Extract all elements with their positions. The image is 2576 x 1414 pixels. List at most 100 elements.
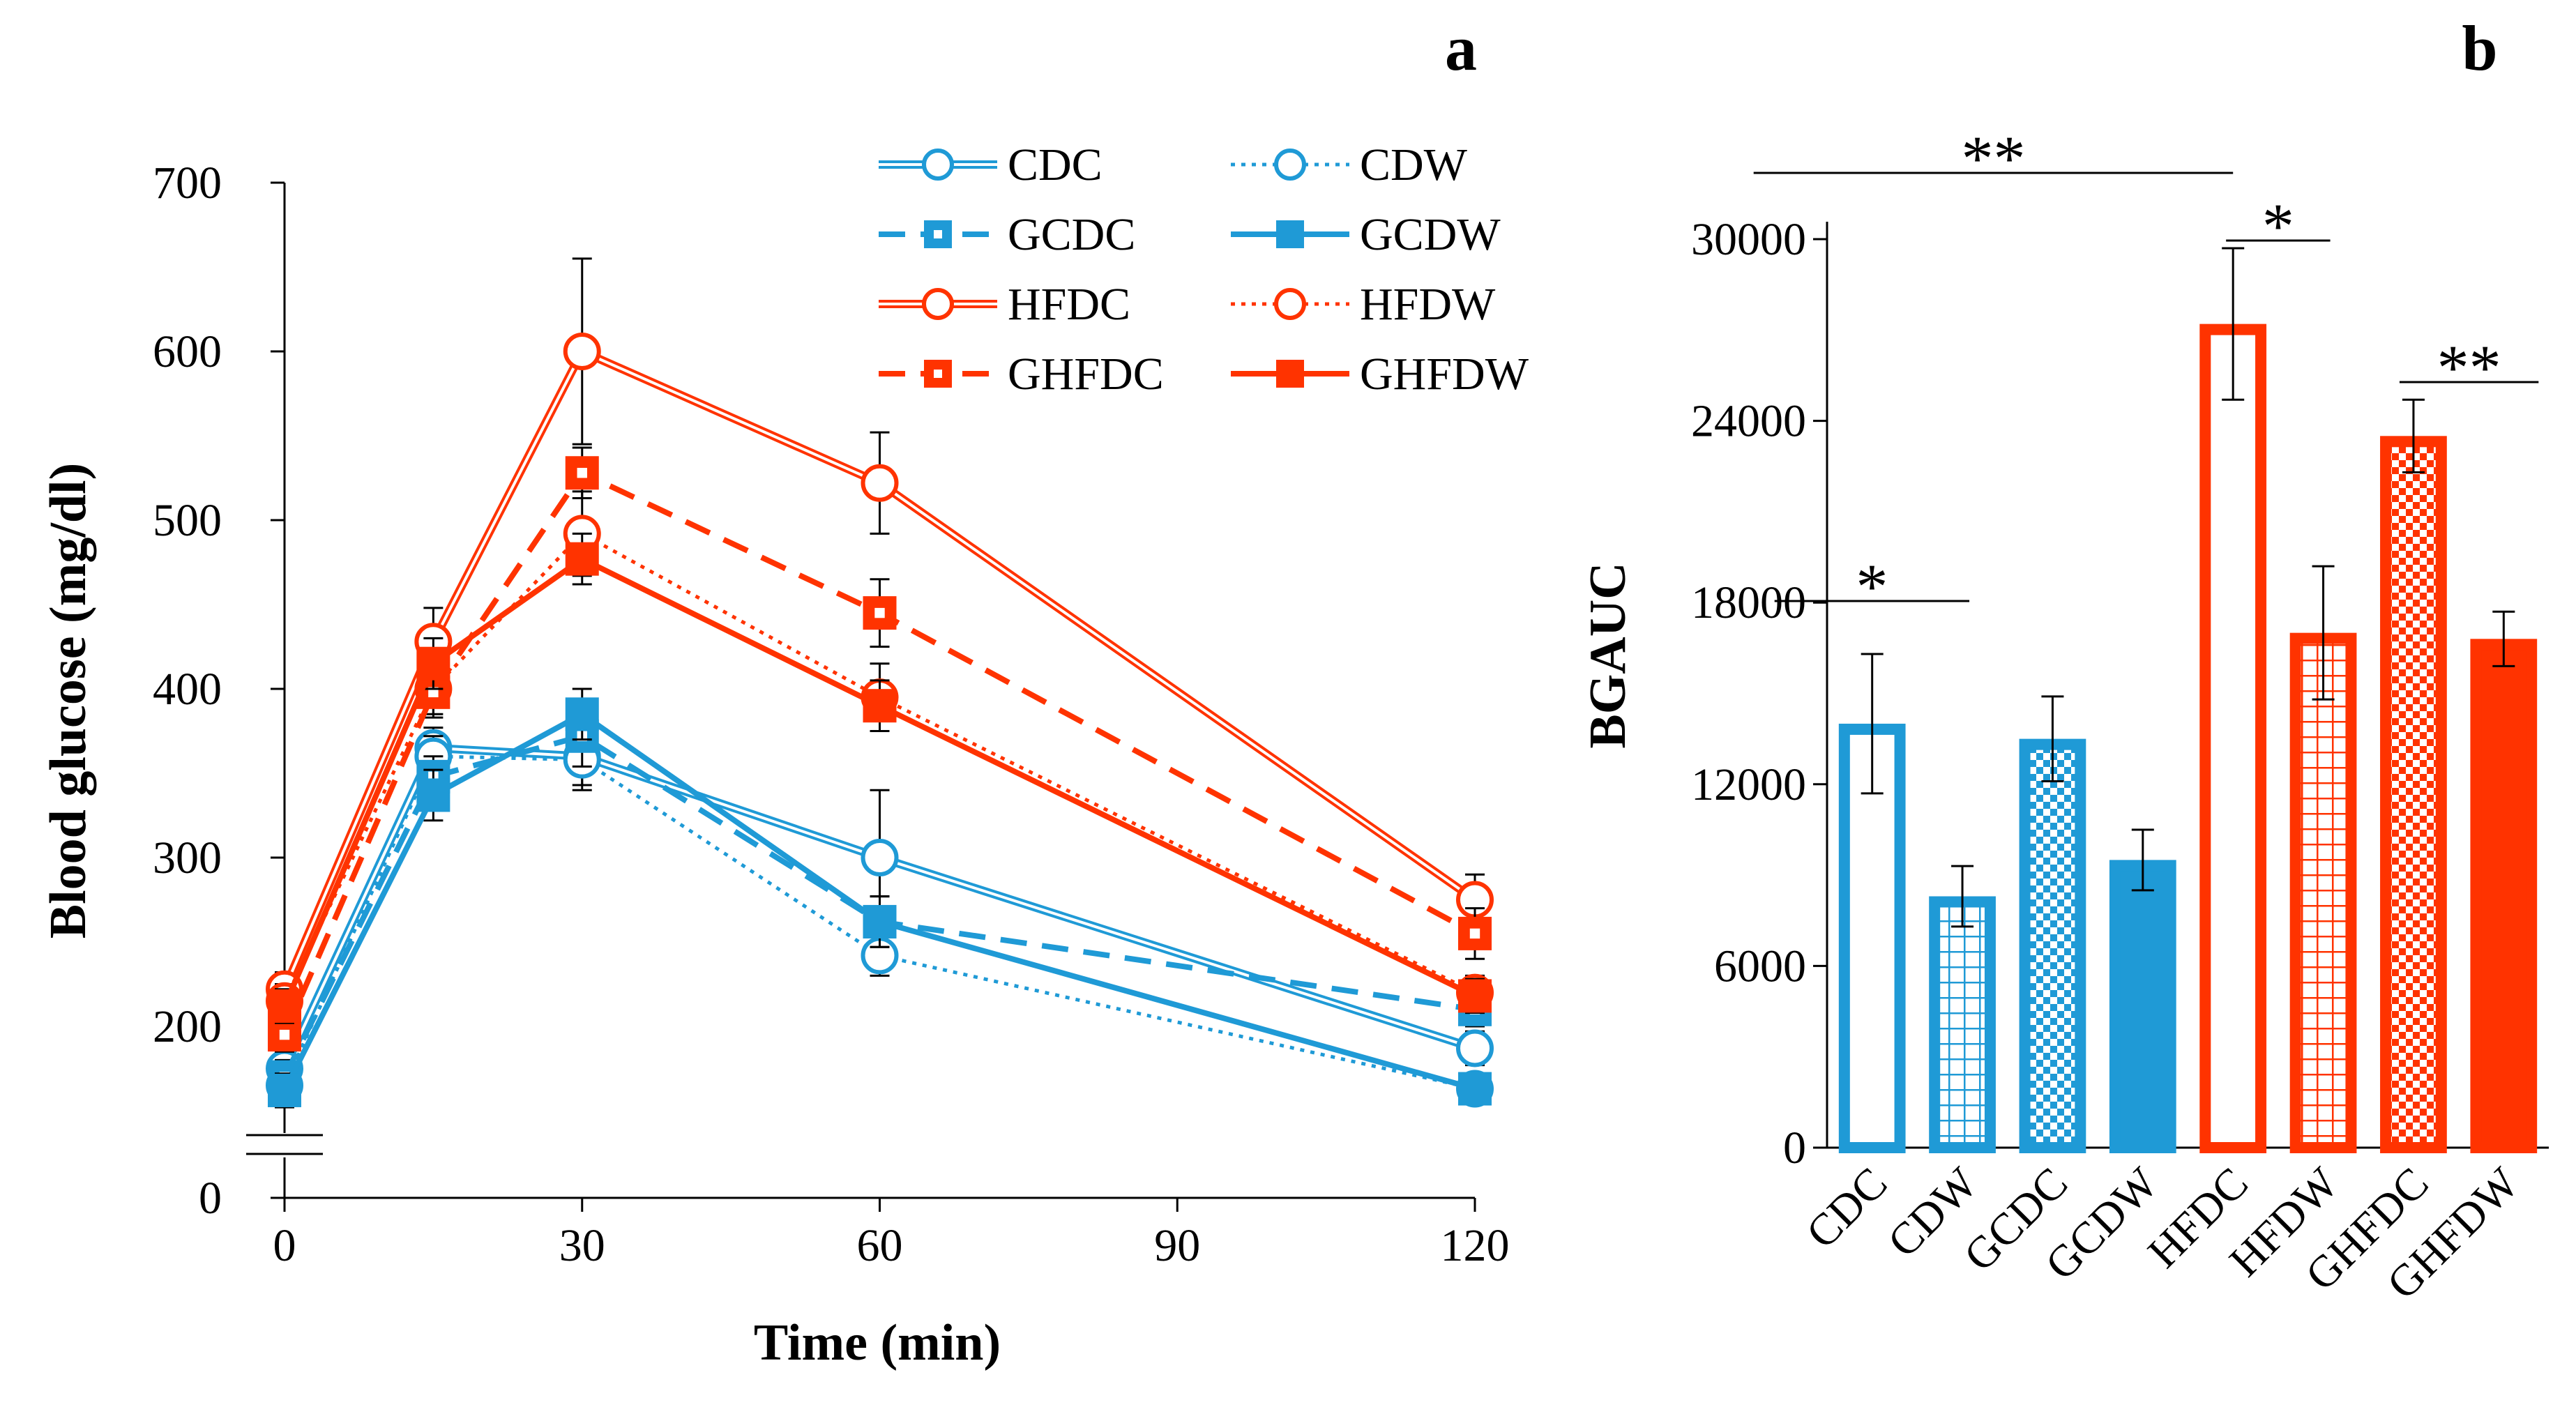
- bar-hfdw-rect: [2289, 632, 2357, 1153]
- legend-hfdc: HFDC: [879, 279, 1130, 330]
- panel-a-y-tick-label: 0: [199, 1173, 222, 1224]
- bar-hfdc: [2199, 247, 2267, 1154]
- series-gcdw-point: [416, 778, 450, 812]
- bar-cdw: [1929, 865, 1996, 1153]
- series-ghfdw-point: [268, 989, 301, 1023]
- significance-marker: *: [2262, 190, 2294, 261]
- panel-a-label: a: [1445, 13, 1477, 84]
- series-ghfdw: [268, 532, 1492, 1024]
- panel-a-y-tick-label: 400: [153, 664, 222, 715]
- legend-cdc: CDC: [879, 139, 1103, 190]
- legend-cdw-marker: [1274, 149, 1306, 181]
- panel-a-x-ticks: 0 30 60 90 120: [273, 1198, 1510, 1271]
- panel-a-series: [266, 257, 1494, 1109]
- series-gcdw-point: [268, 1073, 301, 1107]
- panel-b-y-ticks: 0 6000 12000 18000 24000 30000: [1691, 214, 1827, 1173]
- series-ghfdc-point-center: [577, 468, 587, 478]
- legend-cdc-marker: [922, 149, 954, 181]
- legend-gcdw: GCDW: [1231, 209, 1501, 260]
- legend-gcdc-marker-center: [934, 230, 942, 238]
- panel-b-y-tick-label: 24000: [1691, 396, 1806, 447]
- panel-a-y-tick-label: 500: [153, 495, 222, 546]
- bar-ghfdc-rect: [2380, 436, 2447, 1153]
- bar-ghfdc: [2380, 398, 2447, 1153]
- series-ghfdc-point-center: [279, 1029, 290, 1040]
- series-hfdc-point: [861, 464, 899, 502]
- bar-gcdw-rect: [2109, 860, 2176, 1153]
- panel-a-x-tick-label: 90: [1154, 1220, 1200, 1271]
- panel-a-y-tick-label: 600: [153, 326, 222, 377]
- legend-hfdc-marker: [922, 288, 954, 320]
- bar-cdc: [1838, 653, 1906, 1153]
- series-hfdw-line: [282, 531, 1476, 1002]
- panel-a-x-tick-label: 30: [559, 1220, 605, 1271]
- bar-cdc-rect: [1838, 723, 1906, 1153]
- panel-b-significance: ******: [1753, 123, 2539, 622]
- panel-b-y-tick-label: 12000: [1691, 759, 1806, 810]
- bar-gcdw: [2109, 828, 2176, 1153]
- legend-cdw-label: CDW: [1360, 139, 1468, 190]
- legend-hfdw-label: HFDW: [1360, 279, 1496, 330]
- series-gcdw-point: [863, 904, 897, 938]
- series-ghfdw-point: [1458, 979, 1492, 1013]
- panel-b-y-axis-label: BGAUC: [1579, 562, 1637, 748]
- panel-a-y-tick-label: 700: [153, 158, 222, 208]
- panel-a-x-tick-label: 120: [1441, 1220, 1510, 1271]
- significance-marker: *: [1856, 551, 1888, 622]
- legend-ghfdc: GHFDC: [879, 349, 1164, 400]
- panel-a-y-tick-label: 200: [153, 1001, 222, 1052]
- bar-ghfdw: [2470, 610, 2538, 1153]
- panel-b-y-tick-label: 6000: [1714, 941, 1806, 991]
- panel-a-line-chart: a 0 200 300 400 500 600 700 0 30 60 90 120 Time (m…: [40, 13, 1529, 1371]
- panel-b-label: b: [2462, 13, 2497, 84]
- bar-hfdc-rect: [2199, 324, 2267, 1154]
- legend-ghfdw-label: GHFDW: [1360, 349, 1529, 400]
- legend-gcdw-label: GCDW: [1360, 209, 1501, 260]
- panel-b-y-tick-label: 18000: [1691, 577, 1806, 628]
- panel-a-y-axis-label: Blood glucose (mg/dl): [40, 463, 97, 938]
- panel-a-legend: CDC CDW GCDC GCDW HFDC HFDW GHFDC GHFDW: [879, 139, 1529, 400]
- series-ghfdw-point: [416, 646, 450, 681]
- legend-hfdw: HFDW: [1231, 279, 1496, 330]
- bar-cdw-rect: [1929, 896, 1996, 1153]
- bar-gcdc: [2019, 695, 2086, 1153]
- series-cdw-line: [282, 754, 1476, 1090]
- series-cdc-point: [1456, 1029, 1494, 1067]
- series-gcdw: [268, 687, 1492, 1109]
- bar-ghfdw-rect: [2470, 639, 2538, 1153]
- legend-hfdw-marker: [1274, 288, 1306, 320]
- legend-ghfdw: GHFDW: [1231, 349, 1529, 400]
- series-ghfdc-point-center: [1469, 928, 1480, 939]
- panel-b-bars: [1838, 247, 2538, 1154]
- series-gcdw-point: [565, 697, 599, 731]
- series-gcdc-line: [282, 733, 1476, 1079]
- legend-ghfdc-label: GHFDC: [1008, 349, 1164, 400]
- legend-ghfdc-marker-center: [934, 370, 942, 378]
- panel-a-y-ticks: 0 200 300 400 500 600 700: [153, 158, 285, 1224]
- series-ghfdw-point: [863, 689, 897, 723]
- series-gcdw-point: [1458, 1072, 1492, 1106]
- legend-ghfdw-marker: [1276, 360, 1304, 388]
- panel-a-x-axis-label: Time (min): [754, 1314, 1001, 1371]
- panel-b-y-tick-label: 30000: [1691, 214, 1806, 265]
- significance-marker: **: [2437, 332, 2501, 403]
- bar-gcdc-rect: [2019, 738, 2086, 1153]
- series-ghfdw-point: [565, 542, 599, 576]
- legend-gcdc: GCDC: [879, 209, 1135, 260]
- bar-hfdw: [2289, 565, 2357, 1153]
- legend-cdc-label: CDC: [1008, 139, 1103, 190]
- series-cdc-point: [861, 839, 899, 876]
- series-ghfdc: [268, 446, 1492, 1053]
- category-label-cdc: CDC: [1796, 1158, 1896, 1258]
- series-hfdc-point: [563, 333, 601, 370]
- panel-b-y-tick-label: 0: [1783, 1123, 1806, 1173]
- panel-a-x-tick-label: 0: [273, 1220, 296, 1271]
- legend-hfdc-label: HFDC: [1008, 279, 1130, 330]
- panel-a-x-tick-label: 60: [857, 1220, 903, 1271]
- panel-b-bar-chart: b 0 6000 12000 18000 24000 30000 BGAUC CDCCDW…: [1579, 13, 2549, 1309]
- panel-a-y-tick-label: 300: [153, 833, 222, 883]
- significance-marker: **: [1961, 123, 2025, 194]
- legend-cdw: CDW: [1231, 139, 1468, 190]
